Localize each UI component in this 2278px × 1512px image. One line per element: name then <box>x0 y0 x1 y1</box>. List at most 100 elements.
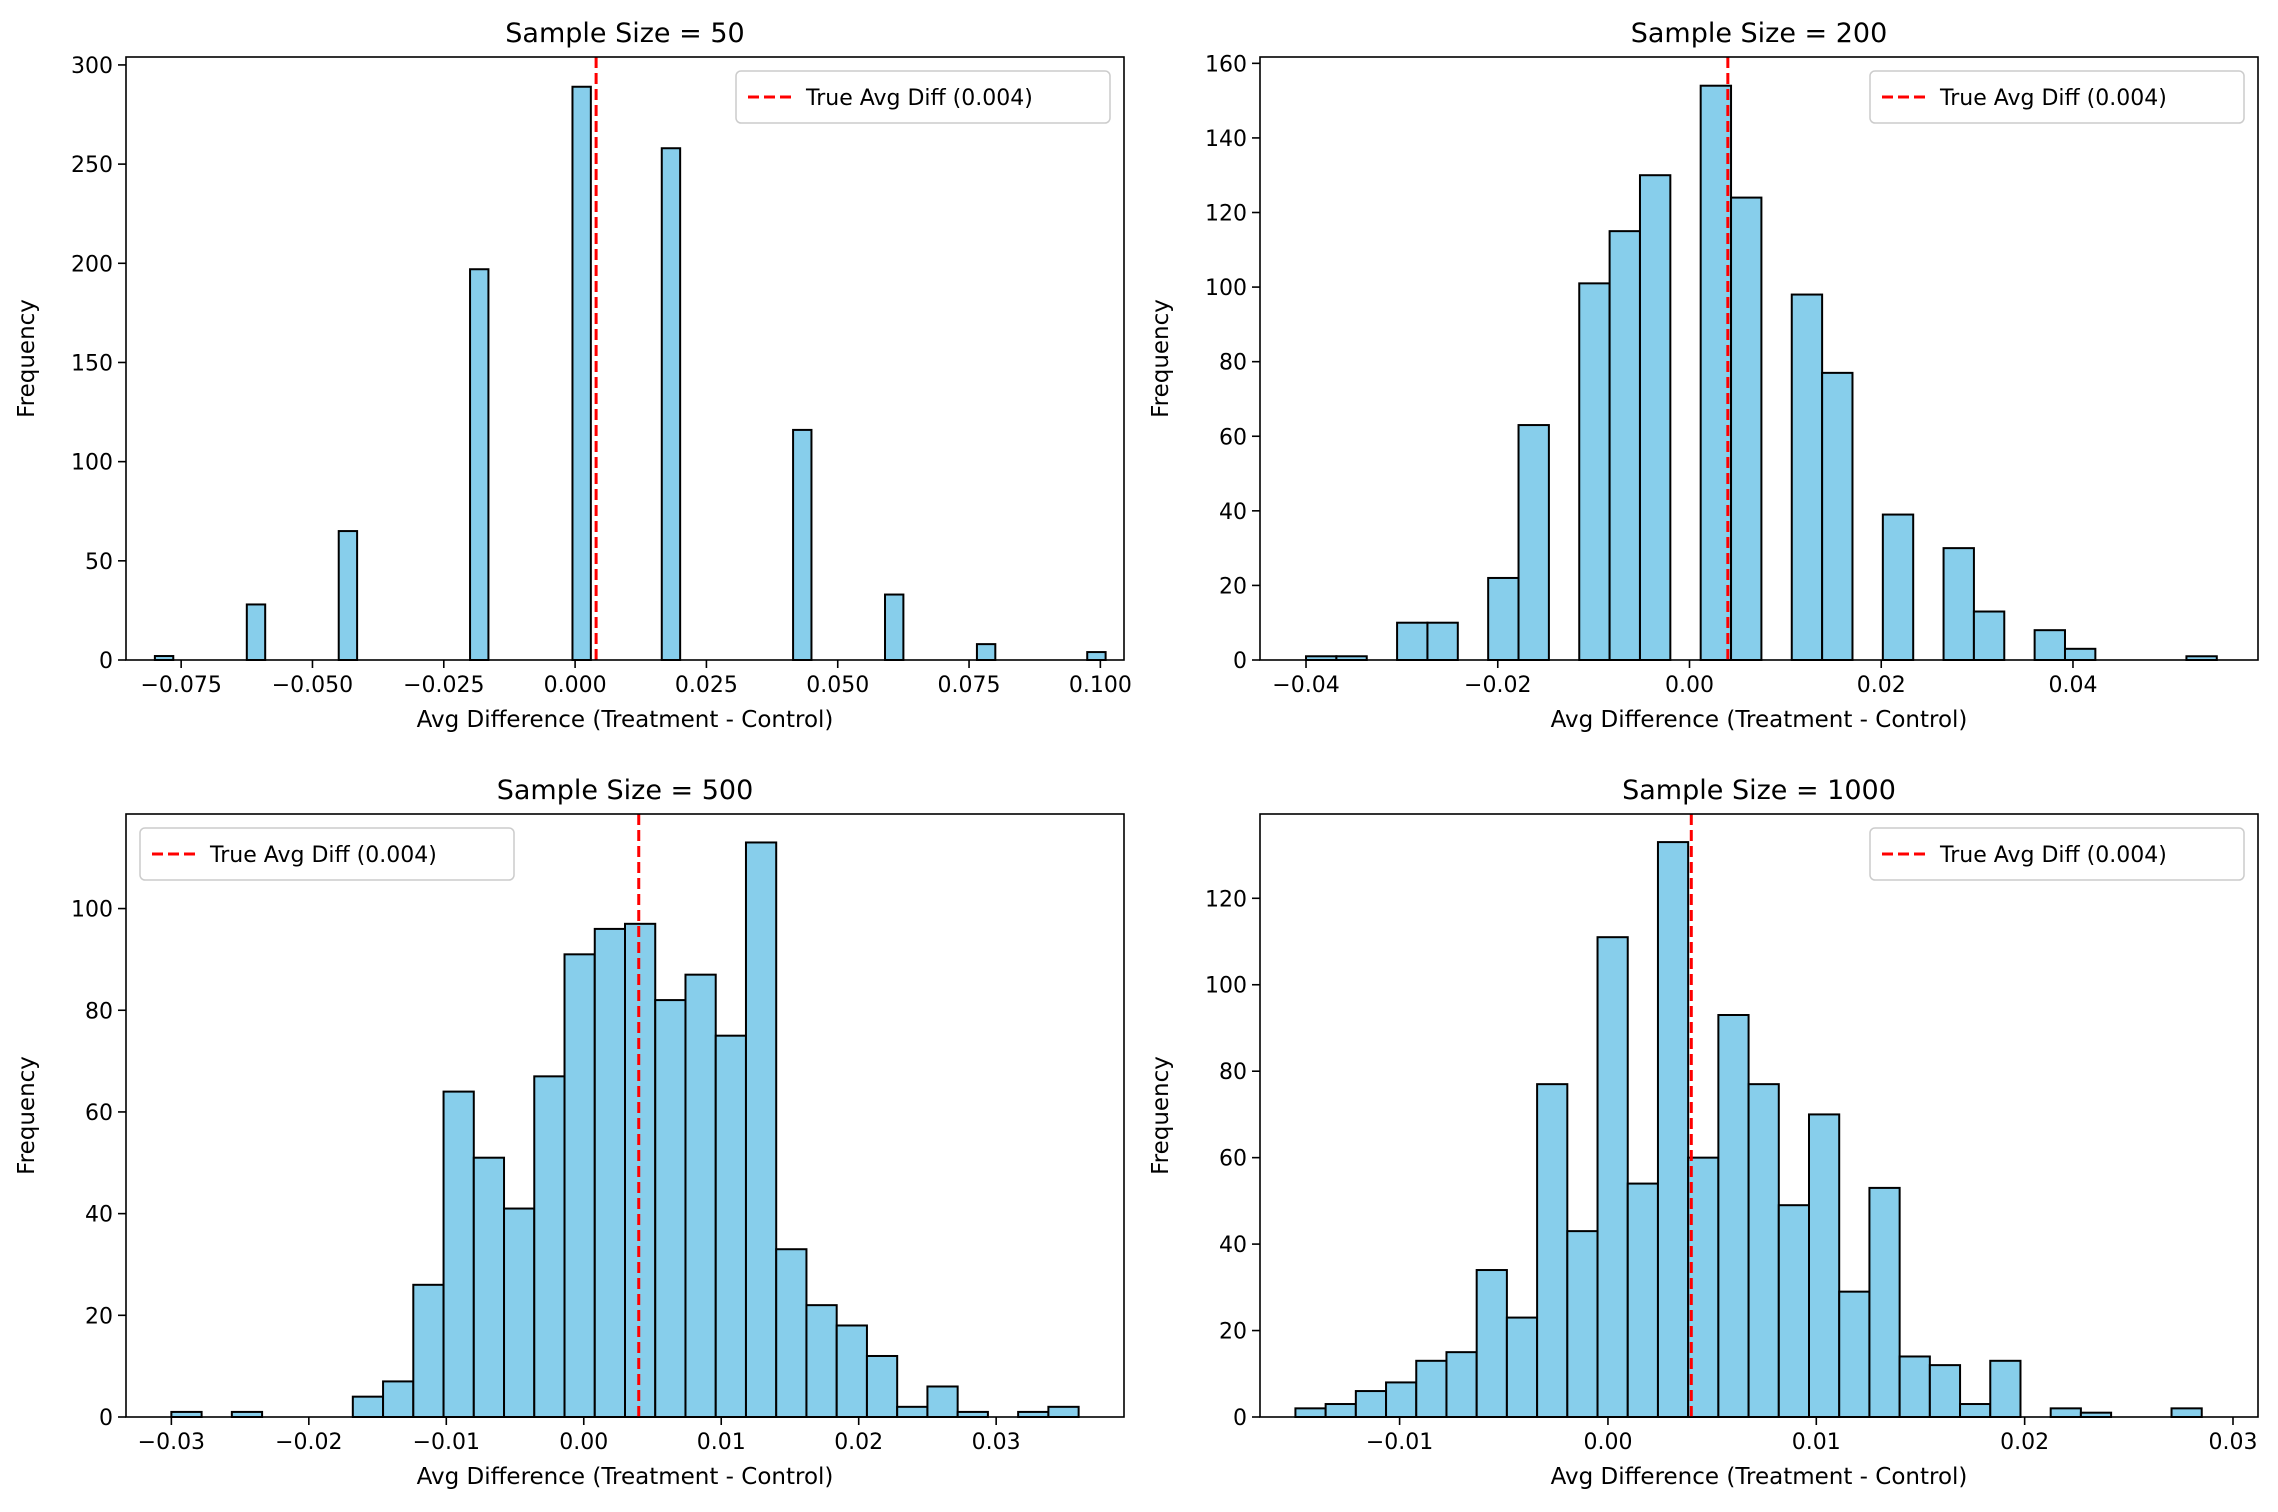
legend-box <box>1869 827 2245 881</box>
y-tick-label: 0 <box>99 1406 113 1431</box>
x-axis-label: Avg Difference (Treatment - Control) <box>1551 1464 1968 1490</box>
axes-frame <box>1259 56 2259 661</box>
y-tick-label: 160 <box>1205 52 1247 77</box>
histogram-bar <box>1086 651 1107 662</box>
chart-title: Sample Size = 200 <box>1631 18 1888 49</box>
histogram-bar <box>1959 1403 1992 1419</box>
x-tick-label: 0.03 <box>2209 1430 2258 1455</box>
histogram-bar <box>1838 1290 1871 1419</box>
x-tick-label: −0.01 <box>413 1430 480 1455</box>
axes-frame <box>125 813 1125 1418</box>
legend: True Avg Diff (0.004) <box>735 70 1111 124</box>
histogram-bar <box>1972 610 2006 662</box>
histogram-bar <box>1808 1113 1841 1419</box>
y-tick-label: 200 <box>71 252 113 277</box>
y-tick-label: 250 <box>71 153 113 178</box>
histogram-bar <box>1881 513 1915 661</box>
x-tick-label: 0.01 <box>1792 1430 1841 1455</box>
histogram-bar <box>884 593 905 661</box>
x-axis-label: Avg Difference (Treatment - Control) <box>417 1464 834 1490</box>
y-tick-label: 80 <box>1219 351 1247 376</box>
histogram-bar <box>660 147 682 662</box>
x-tick-label: −0.075 <box>140 673 221 698</box>
histogram-bars <box>1294 841 2203 1419</box>
histogram-bar <box>744 841 778 1418</box>
x-tick-label: 0.100 <box>1069 673 1132 698</box>
y-tick-label: 120 <box>1205 887 1247 912</box>
histogram-bar <box>337 530 359 661</box>
y-axis-label: Frequency <box>1148 299 1174 418</box>
y-tick-label: 100 <box>71 898 113 923</box>
histogram-bar <box>1989 1359 2022 1419</box>
histogram-bar <box>1385 1381 1418 1419</box>
histogram-bar <box>805 1304 838 1419</box>
y-tick-label: 40 <box>1219 500 1247 525</box>
histogram-bar <box>792 428 813 661</box>
x-tick-label: 0.01 <box>697 1430 746 1455</box>
x-tick-label: −0.01 <box>1366 1430 1433 1455</box>
histogram-bar <box>2170 1407 2203 1418</box>
y-tick-label: 0 <box>1233 1406 1247 1431</box>
histogram-bar <box>1475 1269 1508 1419</box>
y-tick-label: 0 <box>1233 649 1247 674</box>
axes-frame <box>1259 813 2259 1418</box>
x-tick-label: −0.02 <box>275 1430 342 1455</box>
y-tick-label: 40 <box>85 1203 113 1228</box>
histogram-bar <box>1656 841 1690 1418</box>
y-tick-label: 120 <box>1205 202 1247 227</box>
x-tick-label: −0.04 <box>1272 673 1339 698</box>
legend-box <box>1869 70 2245 124</box>
x-tick-label: −0.025 <box>403 673 484 698</box>
histogram-bar <box>1354 1390 1388 1419</box>
histogram-bar <box>1426 621 1459 662</box>
legend-box <box>139 827 515 881</box>
y-tick-label: 100 <box>1205 974 1247 999</box>
x-tick-label: 0.00 <box>1665 673 1714 698</box>
histogram-bar <box>1898 1355 1931 1418</box>
chart-panel-4: −0.01 0.00 0.01 0.02 0.03 0 20 40 60 80 100 120 Samp… <box>1148 775 2259 1490</box>
y-tick-label: 140 <box>1205 127 1247 152</box>
histogram-bar <box>2049 1407 2082 1418</box>
y-axis-label: Frequency <box>1148 1056 1174 1175</box>
y-tick-label: 80 <box>1219 1060 1247 1085</box>
histogram-bar <box>1396 621 1429 662</box>
histogram-bar <box>1608 230 1641 661</box>
histogram-bar <box>1777 1204 1811 1418</box>
legend-label: True Avg Diff (0.004) <box>1939 843 2167 868</box>
x-tick-label: 0.04 <box>2048 673 2097 698</box>
x-tick-label: 0.075 <box>938 673 1001 698</box>
histogram-bars <box>1305 84 2218 662</box>
y-tick-label: 300 <box>71 54 113 79</box>
chart-title: Sample Size = 500 <box>497 775 754 806</box>
legend: True Avg Diff (0.004) <box>1869 827 2245 881</box>
y-tick-label: 60 <box>1219 425 1247 450</box>
x-tick-label: −0.03 <box>138 1430 205 1455</box>
histogram-bars <box>153 85 1107 662</box>
y-tick-label: 100 <box>1205 276 1247 301</box>
histogram-bar <box>593 927 627 1418</box>
histogram-bar <box>412 1283 445 1419</box>
histogram-bar <box>714 1034 747 1419</box>
histogram-bar <box>1821 371 1854 661</box>
legend-box <box>735 70 1111 124</box>
histogram-bar <box>975 643 997 662</box>
histogram-bar <box>245 603 267 662</box>
histogram-bar <box>1942 547 1975 662</box>
histogram-bar <box>1596 936 1629 1418</box>
histogram-bar <box>571 85 592 661</box>
histogram-bar <box>1517 424 1550 661</box>
histogram-bar <box>503 1207 536 1419</box>
x-tick-label: 0.000 <box>544 673 607 698</box>
x-tick-label: 0.03 <box>972 1430 1021 1455</box>
histogram-bar <box>1294 1407 1327 1418</box>
x-tick-label: 0.02 <box>2000 1430 2049 1455</box>
histogram-bar <box>684 973 717 1418</box>
y-tick-label: 0 <box>99 649 113 674</box>
histogram-bar <box>1790 293 1824 661</box>
y-tick-label: 20 <box>1219 1320 1247 1345</box>
x-tick-label: −0.050 <box>272 673 353 698</box>
histogram-bar <box>472 1156 506 1418</box>
x-axis-label: Avg Difference (Treatment - Control) <box>1551 707 1968 733</box>
y-tick-label: 100 <box>71 451 113 476</box>
